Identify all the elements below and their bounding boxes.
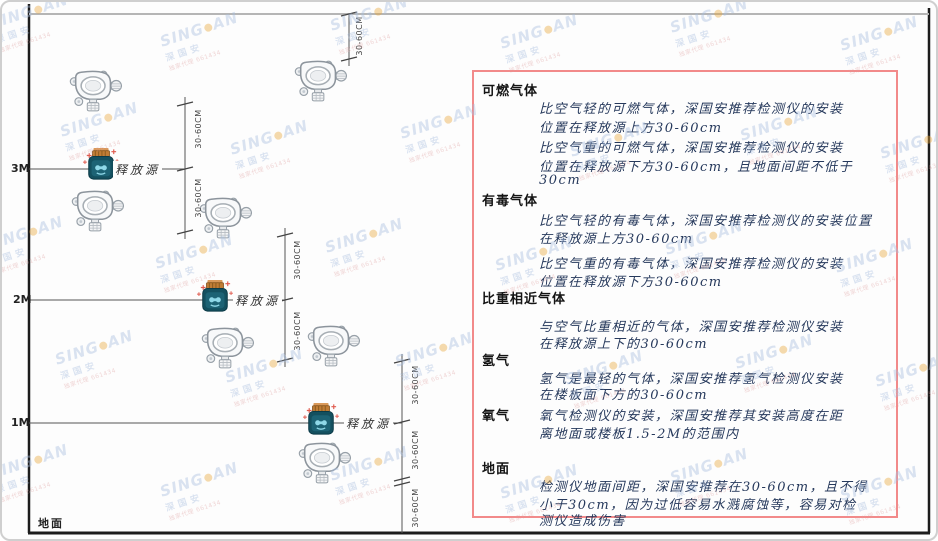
panel-line: 在楼板面下方的30-60cm (539, 388, 709, 403)
panel-line: 离地面或楼板1.5-2M的范围内 (539, 427, 740, 442)
gas-detector-icon (199, 197, 252, 239)
release-source-label: 释放源 (344, 415, 394, 432)
section-heading-hydrogen: 氢气 (482, 354, 511, 369)
panel-line: 位置在释放源上方30-60cm (539, 121, 723, 136)
release-source-label: 释放源 (113, 161, 163, 178)
panel-line: 检测仪地面间距，深国安推荐在30-60cm，且不得 (539, 480, 868, 495)
gas-detector-icon (298, 442, 351, 484)
panel-line: 30cm (539, 173, 582, 188)
release-source-label: 释放源 (233, 292, 283, 309)
gas-detector-icon (307, 325, 360, 367)
panel-line: 在释放源上方30-60cm (539, 232, 694, 247)
info-panel: 可燃气体 比空气轻的可燃气体，深国安推荐检测仪的安装 位置在释放源上方30-60… (472, 70, 898, 529)
dim-label: 30-60CM (293, 240, 302, 280)
dim-ticks (176, 11, 411, 487)
panel-line: 氧气检测仪的安装，深国安推荐其安装高度在距 (539, 409, 844, 424)
panel-line: 位置在释放源下方30-60cm，且地面间距不低于 (539, 160, 854, 175)
section-heading-oxygen: 氧气 (482, 409, 511, 424)
section-heading-ground: 地面 (482, 462, 511, 477)
dim-label: 30-60CM (411, 430, 420, 470)
section-heading-toxic: 有毒气体 (482, 194, 539, 209)
section-heading-similar-density: 比重相近气体 (482, 292, 567, 307)
gas-detector-icon (69, 70, 122, 112)
dim-label: 30-60CM (355, 16, 364, 56)
panel-line: 比空气重的有毒气体，深国安推荐检测仪的安装 (539, 257, 844, 272)
gas-detector-icon (71, 190, 124, 232)
height-label-1m: 1M (11, 416, 30, 429)
height-label-3m: 3M (11, 162, 30, 175)
height-label-2m: 2M (13, 293, 32, 306)
dim-label: 30-60CM (411, 488, 420, 528)
panel-line: 与空气比重相近的气体，深国安推荐检测仪安装 (539, 320, 844, 335)
dim-label: 30-60CM (293, 311, 302, 351)
dim-label: 30-60CM (411, 365, 420, 405)
panel-line: 比空气轻的有毒气体，深国安推荐检测仪的安装位置 (539, 214, 873, 229)
panel-line: 比空气轻的可燃气体，深国安推荐检测仪的安装 (539, 102, 844, 117)
release-source-icon (302, 402, 340, 435)
gas-detector-icon (294, 60, 347, 102)
panel-line: 在释放源上下的30-60cm (539, 337, 709, 352)
panel-line: 位置在释放源下方30-60cm (539, 275, 723, 290)
ground-label: 地面 (38, 517, 64, 530)
section-heading-combustible: 可燃气体 (482, 84, 539, 99)
dim-label: 30-60CM (194, 109, 203, 149)
panel-line: 比空气重的可燃气体，深国安推荐检测仪的安装 (539, 141, 844, 156)
panel-line: 测仪造成伤害 (539, 514, 627, 529)
dim-label: 30-60CM (194, 178, 203, 218)
panel-line: 氢气是最轻的气体，深国安推荐氢气检测仪安装 (539, 372, 844, 387)
gas-detector-icon (201, 327, 254, 369)
panel-line: 小于30cm，因为过低容易水溅腐蚀等，容易对检 (539, 498, 857, 513)
release-source-icon (196, 279, 234, 312)
